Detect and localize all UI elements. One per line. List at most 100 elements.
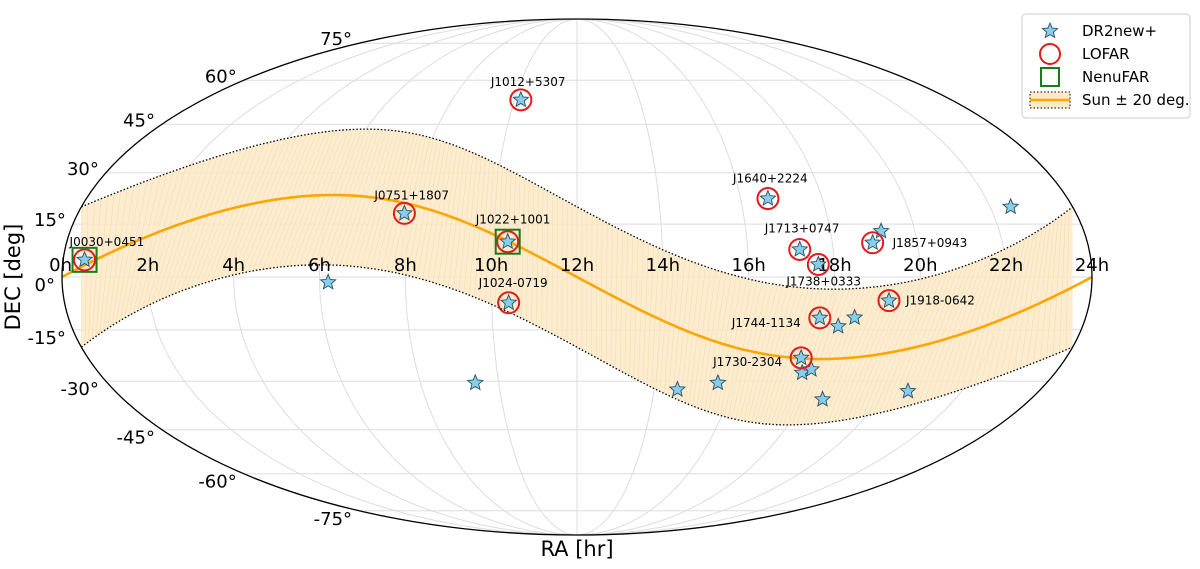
x-tick-label: 16h	[732, 255, 766, 276]
sun-band-hatch	[852, 281, 907, 419]
lofar-ring	[808, 306, 832, 330]
pulsar-label: J1024-0719	[478, 276, 548, 290]
sun-band-hatch	[857, 280, 912, 418]
pulsar-star	[845, 308, 864, 325]
pulsar-label: J1857+0943	[892, 236, 968, 250]
sun-band-hatch	[226, 139, 281, 277]
pulsar-label: J0751+1807	[373, 188, 449, 202]
pulsar-star	[75, 250, 94, 268]
sun-band-hatch	[842, 283, 897, 421]
pulsar-star	[880, 291, 898, 309]
sun-band-hatch	[309, 129, 358, 266]
x-tick-label: 8h	[394, 255, 417, 276]
legend-entry-circle: LOFAR	[1039, 43, 1130, 65]
sun-band-hatch	[298, 129, 349, 266]
sun-band-hatch	[195, 147, 248, 286]
pulsar-markers: J0030+0451 J0751+1807 J1012+5307 J1022+1001…	[69, 75, 1020, 407]
sun-band-hatch	[948, 254, 993, 394]
lofar-ring	[806, 252, 830, 276]
sun-band-hatch	[906, 268, 959, 407]
sun-band-hatch	[185, 151, 236, 290]
pulsar-star	[1041, 21, 1059, 39]
sun-band-hatch	[175, 154, 224, 294]
x-tick-label: 0h	[49, 255, 72, 276]
pulsar-star	[466, 373, 484, 391]
sun-band-hatch	[236, 137, 292, 275]
sun-band-hatch	[231, 138, 287, 276]
sun-band-hatch	[1046, 217, 1059, 358]
sun-band-hatch	[805, 288, 856, 425]
pulsar-star	[498, 232, 517, 250]
sun-band-hatch	[103, 190, 121, 332]
sun-band-hatch	[967, 247, 1008, 388]
sun-band-hatch	[818, 287, 871, 424]
sun-band-hatch	[124, 178, 154, 319]
lofar-ring	[756, 187, 780, 211]
sun-band-hatch	[900, 269, 954, 408]
pulsar-j1012p5307: J1012+5307	[490, 75, 566, 112]
sun-band-hatch	[288, 130, 341, 267]
pulsar-star	[1001, 197, 1020, 215]
x-tick-label: 6h	[308, 255, 331, 276]
pulsar-j1918m0642: J1918-0642	[877, 289, 975, 313]
sun-band-hatch	[918, 264, 969, 403]
sun-band-hatch	[895, 271, 948, 410]
sun-band-hatch	[942, 256, 988, 396]
x-tick-label: 14h	[646, 255, 680, 276]
x-tick-label: 2h	[136, 255, 159, 276]
pulsar-star	[811, 308, 829, 326]
tick-labels: 0h 2h 4h 6h 8h 10h 12h 14h 16h 18h 20h 22h 24h-75°-6…	[28, 29, 1110, 530]
sun-band-hatch	[252, 134, 307, 272]
sun-band-hatch	[334, 129, 379, 266]
pulsar-j1730m2304: J1730-2304	[712, 346, 813, 370]
sun-band-hatch	[912, 266, 964, 405]
pulsar-label: J1730-2304	[712, 355, 782, 369]
legend: DR2new+ LOFAR NenuFAR Sun ± 20 deg.	[1021, 13, 1191, 119]
pulsar-j1022p1001: J1022+1001	[475, 213, 550, 255]
lofar-ring	[877, 289, 901, 313]
sun-band-hatch	[329, 129, 375, 266]
sun-band-hatch	[273, 131, 327, 268]
pulsar-star	[899, 382, 917, 399]
pulsar-label: J1918-0642	[905, 294, 975, 308]
sun-band-hatch	[142, 168, 180, 309]
sun-band-hatch	[99, 193, 115, 334]
map-frame	[61, 18, 1093, 536]
legend-entry-band: Sun ± 20 deg.	[1029, 91, 1190, 109]
sun-band-hatch	[930, 260, 979, 400]
sun-band-hatch	[111, 185, 135, 326]
sun-band-hatch	[146, 166, 187, 307]
pulsar-star	[791, 240, 809, 257]
sun-band-hatch	[200, 146, 254, 285]
sun-band-hatch	[293, 129, 345, 266]
sun-band-hatch	[216, 142, 270, 280]
x-tick-label: 12h	[560, 255, 594, 276]
sun-band-hatch	[262, 132, 317, 270]
lofar-ring	[392, 201, 416, 225]
x-tick-label: 4h	[222, 255, 245, 276]
sun-band-hatch	[867, 278, 923, 416]
sun-band-hatch	[324, 129, 371, 265]
pulsar-star	[863, 233, 882, 251]
y-tick-label: -15°	[28, 328, 66, 349]
sun-band-hatch	[190, 149, 242, 288]
sun-band-upper-edge	[81, 128, 1074, 290]
sun-band-hatch	[993, 238, 1026, 379]
sun-band-hatch	[827, 286, 881, 423]
sun-band-hatch	[107, 188, 128, 329]
pulsar-j1024m0719: J1024-0719	[478, 276, 548, 315]
sun-band-hatch	[1059, 212, 1066, 353]
pulsar-j1738p0333: J1738+0333	[785, 252, 861, 288]
pulsar-star	[792, 348, 810, 366]
x-tick-label: 10h	[474, 255, 508, 276]
pulsar-label: J1744-1134	[731, 316, 801, 330]
sun-band-hatch	[924, 262, 974, 402]
y-tick-label: 75°	[320, 29, 352, 50]
sun-band-hatch	[796, 288, 845, 425]
legend-entry-star: DR2new+	[1041, 21, 1157, 40]
sun-band-hatch	[1033, 222, 1051, 364]
sun-band-hatch	[242, 136, 297, 274]
sun-band-hatch	[257, 133, 312, 271]
pulsar-label: J0030+0451	[69, 235, 145, 249]
